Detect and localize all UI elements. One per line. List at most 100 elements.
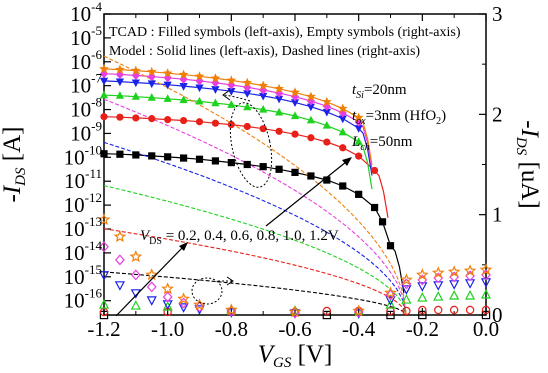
model-dashed-line [103, 141, 407, 316]
data-point-right [464, 290, 476, 300]
data-point-right [352, 304, 365, 317]
data-point-right [417, 282, 428, 292]
model-solid-line [103, 153, 405, 294]
data-point-left [243, 102, 252, 111]
data-point-left [148, 115, 156, 123]
data-point-left [323, 176, 331, 184]
y-right-axis-label: -IDS [uA] [513, 120, 543, 208]
data-point-right [130, 269, 141, 281]
data-point-left [115, 64, 125, 74]
data-point-left [100, 113, 108, 121]
device-param: Lch=50nm [351, 134, 413, 153]
model-solid-line [103, 94, 373, 190]
data-point-right [481, 305, 491, 315]
data-point-left [355, 152, 363, 160]
data-point-right [449, 305, 459, 315]
left-axis-pointer [223, 94, 251, 102]
y-right-tick-label: 1 [492, 203, 503, 227]
data-point-left [337, 103, 348, 113]
data-point-left [355, 190, 363, 198]
vds-arrow-lower-head [179, 242, 188, 251]
device-param: tSi=20nm [352, 82, 407, 101]
data-point-left [164, 153, 172, 161]
data-point-left [322, 120, 331, 129]
data-point-right [418, 310, 427, 320]
x-tick-label: -1.2 [87, 317, 120, 341]
data-point-left [147, 80, 156, 89]
y-left-tick-label: 10-16 [64, 286, 103, 313]
data-point-left [195, 155, 204, 163]
data-point-left [259, 125, 267, 133]
data-point-right [386, 310, 395, 320]
data-point-left [386, 242, 395, 250]
data-point-right [129, 250, 143, 263]
model-dashed-line [103, 228, 407, 316]
data-point-right [97, 213, 111, 226]
data-point-left [179, 95, 188, 104]
data-point-left [131, 65, 141, 75]
x-tick-label: -1.0 [151, 317, 184, 341]
data-point-left [99, 69, 109, 79]
vds-arrow-lower [115, 246, 184, 317]
data-point-left [195, 84, 204, 93]
data-point-right [481, 310, 491, 320]
data-point-left [146, 66, 157, 76]
data-point-left [211, 157, 220, 165]
data-point-left [179, 154, 188, 162]
data-point-left [164, 115, 172, 124]
data-point-left [227, 121, 235, 129]
y-right-tick-label: 0 [492, 303, 503, 327]
data-point-left [307, 172, 315, 180]
right-axis-group-ellipse [191, 277, 223, 305]
data-point-right [146, 296, 157, 306]
data-point-left [274, 95, 284, 104]
data-point-left [243, 160, 251, 169]
data-point-left [99, 63, 109, 74]
data-point-left [338, 115, 347, 124]
data-point-right [416, 268, 429, 281]
data-point-right [99, 241, 109, 253]
left-axis-pointer-head [222, 89, 231, 101]
data-point-left [307, 134, 315, 142]
data-point-right [401, 294, 412, 304]
data-point-left [370, 203, 379, 212]
data-point-left [227, 158, 235, 167]
data-point-left [210, 73, 221, 83]
data-point-right [402, 306, 411, 316]
data-point-right [130, 300, 141, 310]
data-point-left [354, 137, 363, 145]
data-point-right [449, 290, 460, 300]
data-point-left [211, 98, 220, 107]
data-point-right [177, 292, 190, 305]
y-left-tick-label: 10-8 [70, 95, 102, 122]
data-point-left [179, 116, 188, 125]
data-point-left [323, 138, 331, 146]
data-point-left [291, 168, 299, 176]
y-left-tick-label: 10-5 [70, 23, 102, 50]
data-point-right [385, 299, 396, 309]
data-point-right [162, 301, 173, 311]
data-point-right [162, 291, 173, 303]
data-point-right [322, 306, 332, 316]
y-left-tick-label: 10-12 [64, 190, 102, 217]
data-point-left [259, 104, 268, 113]
data-point-left [275, 127, 283, 135]
y-left-tick-label: 10-13 [64, 214, 102, 241]
data-point-right [418, 305, 427, 315]
data-point-left [306, 91, 316, 101]
right-axis-pointer-head [226, 276, 234, 286]
data-point-left [226, 75, 237, 85]
data-point-right [434, 305, 443, 315]
y-left-tick-label: 10-15 [64, 262, 102, 289]
data-point-right [322, 310, 332, 320]
data-point-left [147, 93, 156, 101]
data-point-left [339, 144, 347, 152]
data-point-right [480, 289, 492, 299]
data-point-left [259, 163, 267, 171]
annotations: TCAD : Filled symbols (left-axis), Empty… [109, 25, 461, 317]
data-point-right [98, 299, 110, 309]
y-right-tick-label: 3 [492, 2, 503, 26]
data-point-right [384, 286, 397, 299]
